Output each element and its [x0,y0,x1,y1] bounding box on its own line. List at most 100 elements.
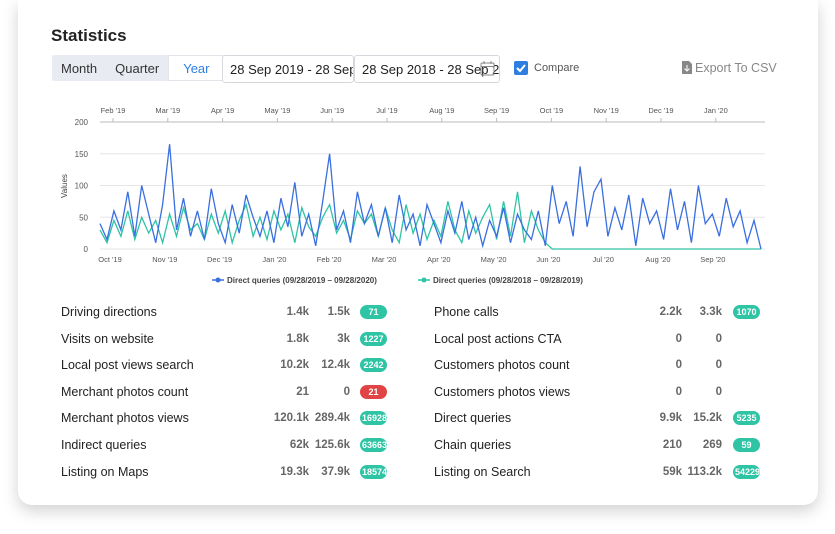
compare-label: Compare [534,62,580,74]
x2-tick-label: May '19 [264,106,290,115]
title: Statistics [51,26,127,45]
stat-label: Phone calls [434,305,499,319]
x2-tick-label: Apr '19 [211,106,235,115]
stat-badge: 63663 [360,438,387,452]
stat-current: 19.3k [280,465,309,478]
stat-previous: 113.2k [687,465,722,478]
stat-label: Customers photos count [434,358,570,373]
legend-label: Direct queries (09/28/2019 – 09/28/2020) [227,276,377,285]
stat-current: 21 [296,385,309,398]
y-tick-label: 0 [84,245,89,254]
period-tabs: Month Quarter Year [52,55,225,81]
stat-previous: 3.3k [699,306,722,318]
x2-tick-label: Sep '19 [484,106,509,115]
stat-badge: 169281 [360,411,387,426]
stat-badge: 1070 [733,305,760,319]
stat-current: 1.4k [286,306,309,318]
stat-current: 0 [675,359,682,372]
stat-label: Driving directions [61,305,157,319]
period-tab[interactable]: Year [168,55,225,81]
y-axis-label: Values [60,174,69,198]
export-csv[interactable]: Export To CSV [695,61,777,75]
period-tab[interactable]: Quarter [115,61,160,76]
stat-previous: 0 [715,359,722,372]
x-tick-label: Nov '19 [152,255,177,264]
stat-previous: 269 [702,439,722,451]
stats-card [18,0,818,505]
x-tick-label: Oct '19 [98,255,122,264]
y-tick-label: 100 [75,182,89,191]
stat-previous: 289.4k [314,412,350,425]
y-tick-label: 50 [79,213,88,222]
x-tick-label: Mar '20 [372,255,397,264]
stat-current: 62k [289,439,309,451]
compare-checkbox[interactable] [514,61,528,75]
export-icon[interactable] [682,61,692,74]
x-tick-label: Jun '20 [536,255,560,264]
stat-current: 59k [662,465,682,478]
stat-label: Chain queries [434,438,512,452]
stat-current: 1.8k [286,332,309,345]
stat-label: Local post actions CTA [434,331,562,346]
legend-label: Direct queries (09/28/2018 – 09/28/2019) [433,276,583,285]
stat-label: Customers photos views [434,384,571,399]
x-tick-label: Jan '20 [262,255,286,264]
x2-tick-label: Oct '19 [540,106,564,115]
y-tick-label: 150 [75,150,89,159]
stat-current: 0 [675,332,682,345]
compare-range[interactable]: 28 Sep 2018 - 28 Sep 2019 [354,55,500,83]
legend-dot [215,277,221,283]
x-tick-label: Feb '20 [317,255,342,264]
calendar-icon[interactable] [480,60,495,76]
stat-label: Listing on Maps [61,464,149,479]
stat-badge: 59 [733,438,760,452]
legend-dot [421,277,427,283]
stat-previous: 0 [715,385,722,398]
x-tick-label: Sep '20 [700,255,725,264]
x-tick-label: Dec '19 [207,255,232,264]
stat-current: 2.2k [659,306,682,318]
stat-badge: 71 [360,305,387,319]
stat-badge: 2242 [360,358,387,373]
chart: 0 50 100 150 200 Values Oct '19 Nov '19 Dec '19 J… [60,106,765,285]
stat-label: Local post views search [61,358,194,373]
x2-tick-label: Aug '19 [429,106,454,115]
stat-badge: 1227 [360,331,387,346]
stat-previous: 15.2k [693,412,722,425]
stat-label: Visits on website [61,331,154,346]
x2-tick-label: Jul '19 [376,106,397,115]
stat-label: Listing on Search [434,464,531,479]
stat-previous: 1.5k [327,306,350,318]
x-tick-label: Aug '20 [645,255,670,264]
x2-tick-label: Dec '19 [648,106,673,115]
stat-previous: 125.6k [314,439,350,451]
stat-current: 120.1k [273,412,309,425]
x2-tick-label: Jun '19 [320,106,344,115]
stat-label: Direct queries [434,411,512,426]
stat-previous: 3k [337,332,350,345]
series-line [99,144,762,250]
stat-current: 0 [675,385,682,398]
x2-tick-label: Jan '20 [704,106,728,115]
y-tick-label: 200 [75,118,89,127]
x-tick-label: Jul '20 [592,255,613,264]
date-range[interactable]: 28 Sep 2019 - 28 Sep 2020 [222,55,354,83]
stat-previous: 0 [343,385,350,398]
x2-tick-label: Nov '19 [594,106,619,115]
stat-previous: 0 [715,332,722,345]
x-tick-label: May '20 [481,255,507,264]
stat-badge: 21 [360,384,387,399]
stat-current: 10.2k [280,359,309,372]
stat-current: 210 [662,439,682,451]
x-tick-label: Apr '20 [427,255,451,264]
stat-label: Indirect queries [61,438,147,452]
period-tab[interactable]: Month [61,61,98,76]
stat-badge: 54229 [733,464,760,479]
stat-badge: 5235 [733,411,760,426]
series-line [99,191,761,250]
stat-badge: 18574 [360,464,387,479]
stat-label: Merchant photos views [61,411,189,426]
stat-previous: 37.9k [321,465,350,478]
x2-tick-label: Mar '19 [155,106,180,115]
